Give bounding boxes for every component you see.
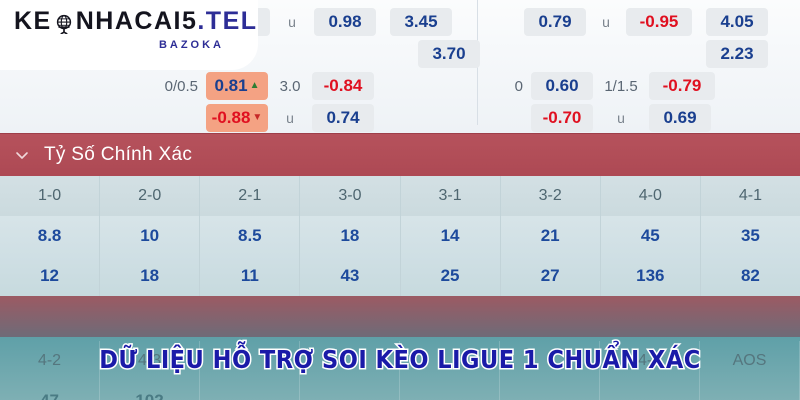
- odds-chip-left-2b-2[interactable]: 0.74: [312, 104, 374, 132]
- bottom-odds-cell[interactable]: 102: [100, 381, 200, 400]
- bottom-odds-cell[interactable]: [700, 381, 800, 400]
- bottom-header-cell[interactable]: 4-3: [100, 341, 200, 381]
- score-odds-cell[interactable]: 35: [700, 216, 800, 256]
- odds-row-left-1b: 3.70: [418, 40, 480, 68]
- score-odds-cell[interactable]: 82: [700, 256, 800, 296]
- odds-label-right-2-line: 1/1.5: [604, 77, 638, 95]
- odds-chip-right-2b-2[interactable]: 0.69: [649, 104, 711, 132]
- odds-panel: 2 u 0.98 3.45 3.70 0/0.5 0.81 ▲ 3.0 -0.8…: [0, 0, 800, 133]
- odds-row-left-2b: -0.88 ▼ u 0.74: [206, 104, 374, 132]
- bottom-header-cell[interactable]: 4-4: [600, 341, 700, 381]
- score-header-row: 1-0 2-0 2-1 3-0 3-1 3-2 4-0 4-1: [0, 176, 800, 216]
- score-header-cell[interactable]: 4-1: [700, 176, 800, 216]
- odds-chip-left-1-3[interactable]: 3.45: [390, 8, 452, 36]
- bottom-header-cell[interactable]: [300, 341, 400, 381]
- score-odds-cell[interactable]: 14: [400, 216, 501, 256]
- chevron-down-icon[interactable]: [0, 147, 44, 163]
- score-odds-cell[interactable]: 136: [600, 256, 701, 296]
- odds-chip-left-2b-1[interactable]: -0.88 ▼: [206, 104, 268, 132]
- section-title: Tỷ Số Chính Xác: [44, 144, 193, 165]
- bottom-odds-cell[interactable]: [600, 381, 700, 400]
- score-odds-cell[interactable]: 18: [100, 256, 201, 296]
- bottom-value-row: 47 102: [0, 381, 800, 400]
- score-odds-cell[interactable]: 11: [200, 256, 301, 296]
- bottom-header-cell[interactable]: [500, 341, 600, 381]
- odds-row-left-2: 0/0.5 0.81 ▲ 3.0 -0.84: [152, 72, 374, 100]
- score-header-cell[interactable]: 1-0: [0, 176, 101, 216]
- bottom-header-cell[interactable]: [400, 341, 500, 381]
- odds-row-right-2: 0 0.60 1/1.5 -0.79: [505, 72, 715, 100]
- odds-chip-right-1-1[interactable]: 0.79: [524, 8, 586, 36]
- odds-chip-left-1-2[interactable]: 0.98: [314, 8, 376, 36]
- score-odds-cell[interactable]: 27: [500, 256, 601, 296]
- score-odds-cell[interactable]: 45: [600, 216, 701, 256]
- logo-text-nhacai5: NHACAI5: [75, 7, 198, 35]
- odds-chip-right-1-2[interactable]: -0.95: [626, 8, 692, 36]
- score-value-row: 8.8 10 8.5 18 14 21 45 35: [0, 216, 800, 256]
- logo-wordmark: KE NHACAI5 .TEL: [14, 7, 258, 35]
- score-header-cell[interactable]: 3-2: [500, 176, 601, 216]
- bottom-score-table: 4-2 4-3 4-4 AOS 47 102: [0, 337, 800, 400]
- globe-icon: [53, 12, 75, 35]
- odds-label-right-2b-u: u: [617, 110, 625, 126]
- odds-row-left-1: 2 u 0.98 3.45: [236, 8, 452, 36]
- score-value-row: 12 18 11 43 25 27 136 82: [0, 256, 800, 296]
- odds-row-right-1: 0.79 u -0.95 4.05: [524, 8, 768, 36]
- arrow-down-icon: ▼: [252, 112, 263, 123]
- bottom-header-cell[interactable]: AOS: [700, 341, 800, 381]
- logo-subtitle: BAZOKA: [158, 39, 224, 51]
- arrow-up-icon: ▲: [249, 80, 260, 91]
- odds-chip-right-2-1[interactable]: 0.60: [531, 72, 593, 100]
- score-header-cell[interactable]: 3-0: [300, 176, 401, 216]
- odds-label-left-1-u: u: [288, 14, 296, 30]
- score-odds-cell[interactable]: 12: [0, 256, 101, 296]
- score-odds-cell[interactable]: 10: [100, 216, 201, 256]
- odds-chip-right-2b-1[interactable]: -0.70: [531, 104, 593, 132]
- section-header-exact-score[interactable]: Tỷ Số Chính Xác: [0, 133, 800, 176]
- score-odds-cell[interactable]: 21: [500, 216, 601, 256]
- logo-text-ke: KE: [14, 7, 52, 35]
- logo-text-tel: .TEL: [197, 7, 258, 35]
- site-logo[interactable]: KE NHACAI5 .TEL: [0, 0, 258, 70]
- bottom-odds-cell[interactable]: [500, 381, 600, 400]
- odds-row-right-1b: 2.23: [706, 40, 768, 68]
- odds-label-right-1-u: u: [602, 14, 610, 30]
- odds-label-left-2b-u: u: [286, 110, 294, 126]
- bottom-odds-cell[interactable]: [200, 381, 300, 400]
- bottom-odds-cell[interactable]: [300, 381, 400, 400]
- score-odds-cell[interactable]: 8.8: [0, 216, 101, 256]
- odds-chip-right-2-2[interactable]: -0.79: [649, 72, 715, 100]
- odds-chip-left-2-2[interactable]: -0.84: [312, 72, 374, 100]
- section-separator-band: [0, 296, 800, 337]
- score-header-cell[interactable]: 2-0: [100, 176, 201, 216]
- odds-chip-left-2-1-value: 0.81: [214, 76, 248, 95]
- bottom-header-cell[interactable]: 4-2: [0, 341, 100, 381]
- odds-chip-left-1b-1[interactable]: 3.70: [418, 40, 480, 68]
- odds-label-left-2-line: 3.0: [279, 77, 301, 95]
- odds-label-right-2-handicap: 0: [514, 77, 523, 95]
- bottom-header-cell[interactable]: [200, 341, 300, 381]
- score-header-cell[interactable]: 3-1: [400, 176, 501, 216]
- odds-chip-right-1b-1[interactable]: 2.23: [706, 40, 768, 68]
- score-header-cell[interactable]: 2-1: [200, 176, 301, 216]
- score-odds-cell[interactable]: 18: [300, 216, 401, 256]
- score-header-cell[interactable]: 4-0: [600, 176, 701, 216]
- odds-chip-left-2-1[interactable]: 0.81 ▲: [206, 72, 268, 100]
- bottom-header-row: 4-2 4-3 4-4 AOS: [0, 341, 800, 381]
- score-odds-cell[interactable]: 8.5: [200, 216, 301, 256]
- exact-score-table: 1-0 2-0 2-1 3-0 3-1 3-2 4-0 4-1 8.8 10 8…: [0, 176, 800, 296]
- odds-row-right-2b: -0.70 u 0.69: [531, 104, 711, 132]
- bottom-odds-cell[interactable]: [400, 381, 500, 400]
- score-odds-cell[interactable]: 25: [400, 256, 501, 296]
- odds-chip-left-2b-1-value: -0.88: [211, 108, 251, 127]
- bottom-odds-cell[interactable]: 47: [0, 381, 100, 400]
- odds-label-left-2-handicap: 0/0.5: [164, 77, 198, 95]
- score-odds-cell[interactable]: 43: [300, 256, 401, 296]
- odds-chip-right-1-3[interactable]: 4.05: [706, 8, 768, 36]
